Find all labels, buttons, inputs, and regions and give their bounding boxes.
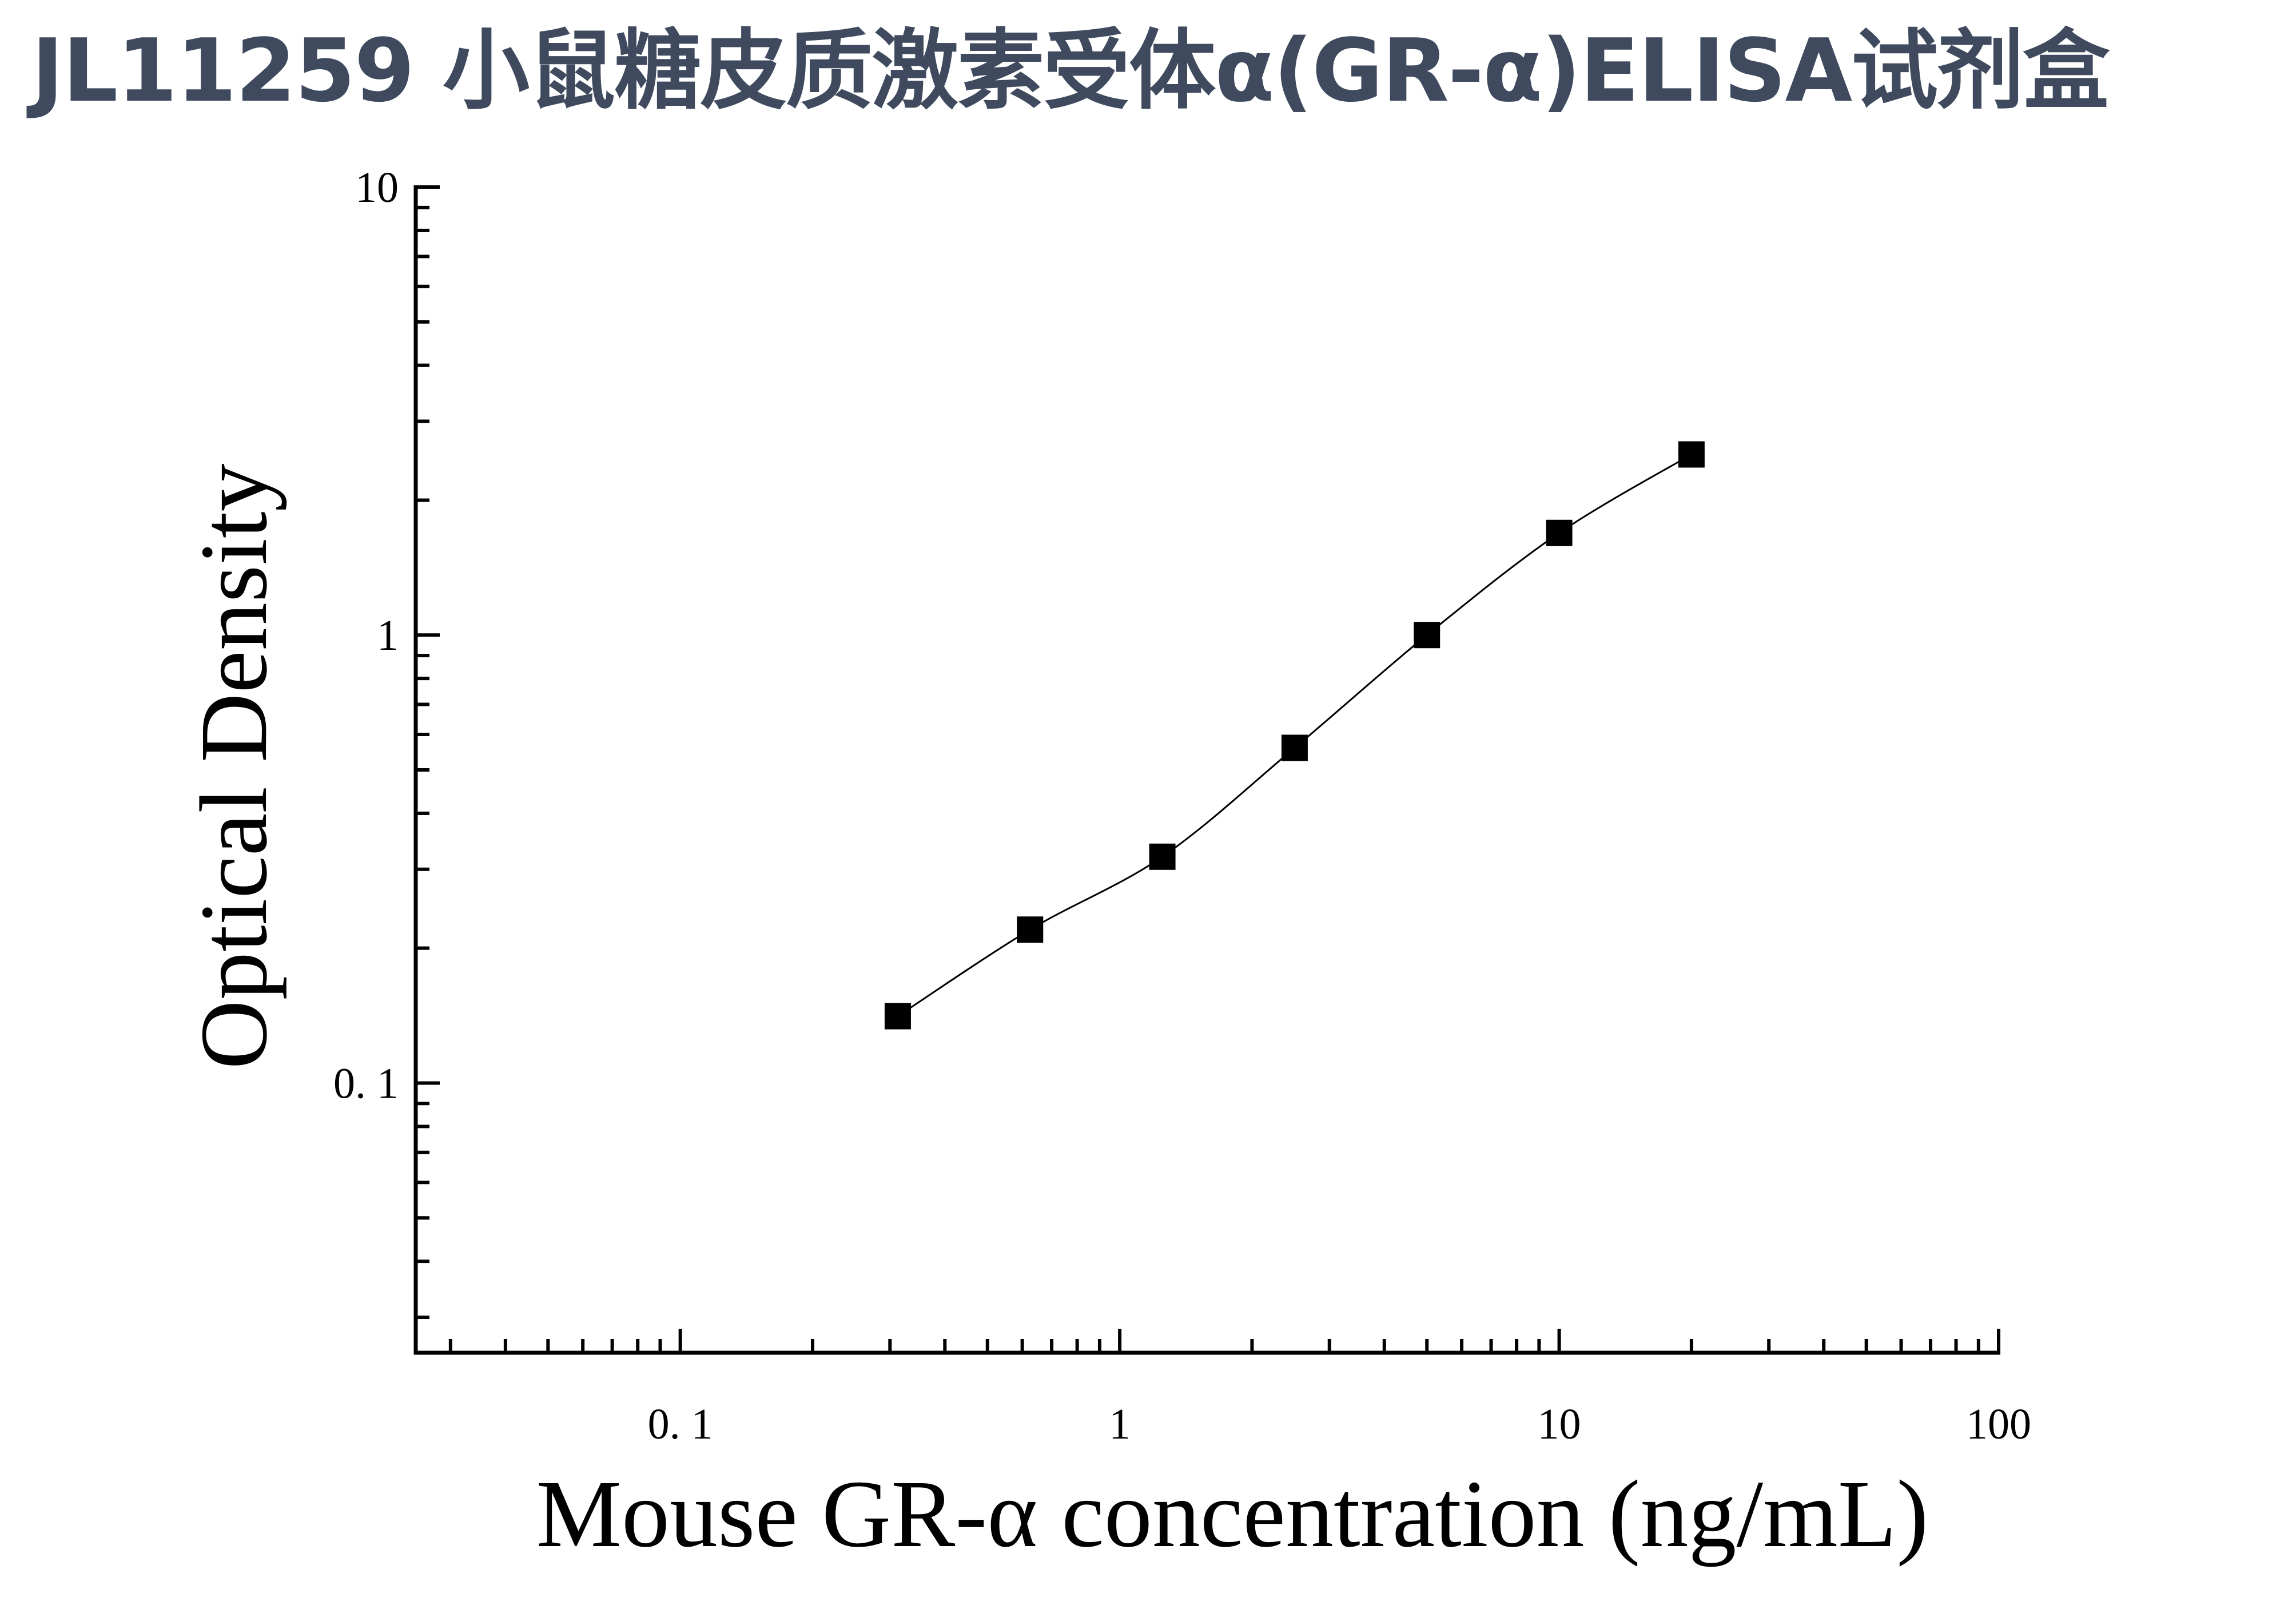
x-axis bbox=[414, 1329, 2000, 1355]
data-point-marker bbox=[1281, 734, 1308, 761]
y-tick-label: 10 bbox=[355, 164, 399, 212]
y-tick-label: 0. 1 bbox=[333, 1059, 399, 1107]
x-tick-label: 0. 1 bbox=[648, 1400, 713, 1448]
y-axis bbox=[413, 185, 440, 1354]
x-tick-label: 100 bbox=[1966, 1400, 2031, 1448]
y-tick-labels: 0. 1 1 10 bbox=[333, 164, 399, 1107]
y-axis-title: Optical Density bbox=[181, 463, 287, 1069]
minor-ticks bbox=[416, 205, 1980, 1353]
x-tick-labels: 0. 1 1 10 100 bbox=[648, 1400, 2031, 1448]
data-point-marker bbox=[1414, 622, 1441, 649]
data-point-marker bbox=[1017, 916, 1044, 943]
x-tick-label: 1 bbox=[1109, 1400, 1131, 1448]
data-point-marker bbox=[1546, 519, 1573, 546]
data-points bbox=[884, 441, 1705, 1030]
data-point-marker bbox=[884, 1003, 911, 1030]
data-point-marker bbox=[1149, 843, 1176, 870]
data-point-marker bbox=[1678, 441, 1705, 468]
x-axis-title: Mouse GR-α concentration (ng/mL) bbox=[536, 1461, 1929, 1567]
y-tick-label: 1 bbox=[377, 611, 399, 660]
x-tick-label: 10 bbox=[1538, 1400, 1581, 1448]
page-title: JL11259 小鼠糖皮质激素受体α(GR-α)ELISA试剂盒 bbox=[31, 20, 2110, 121]
